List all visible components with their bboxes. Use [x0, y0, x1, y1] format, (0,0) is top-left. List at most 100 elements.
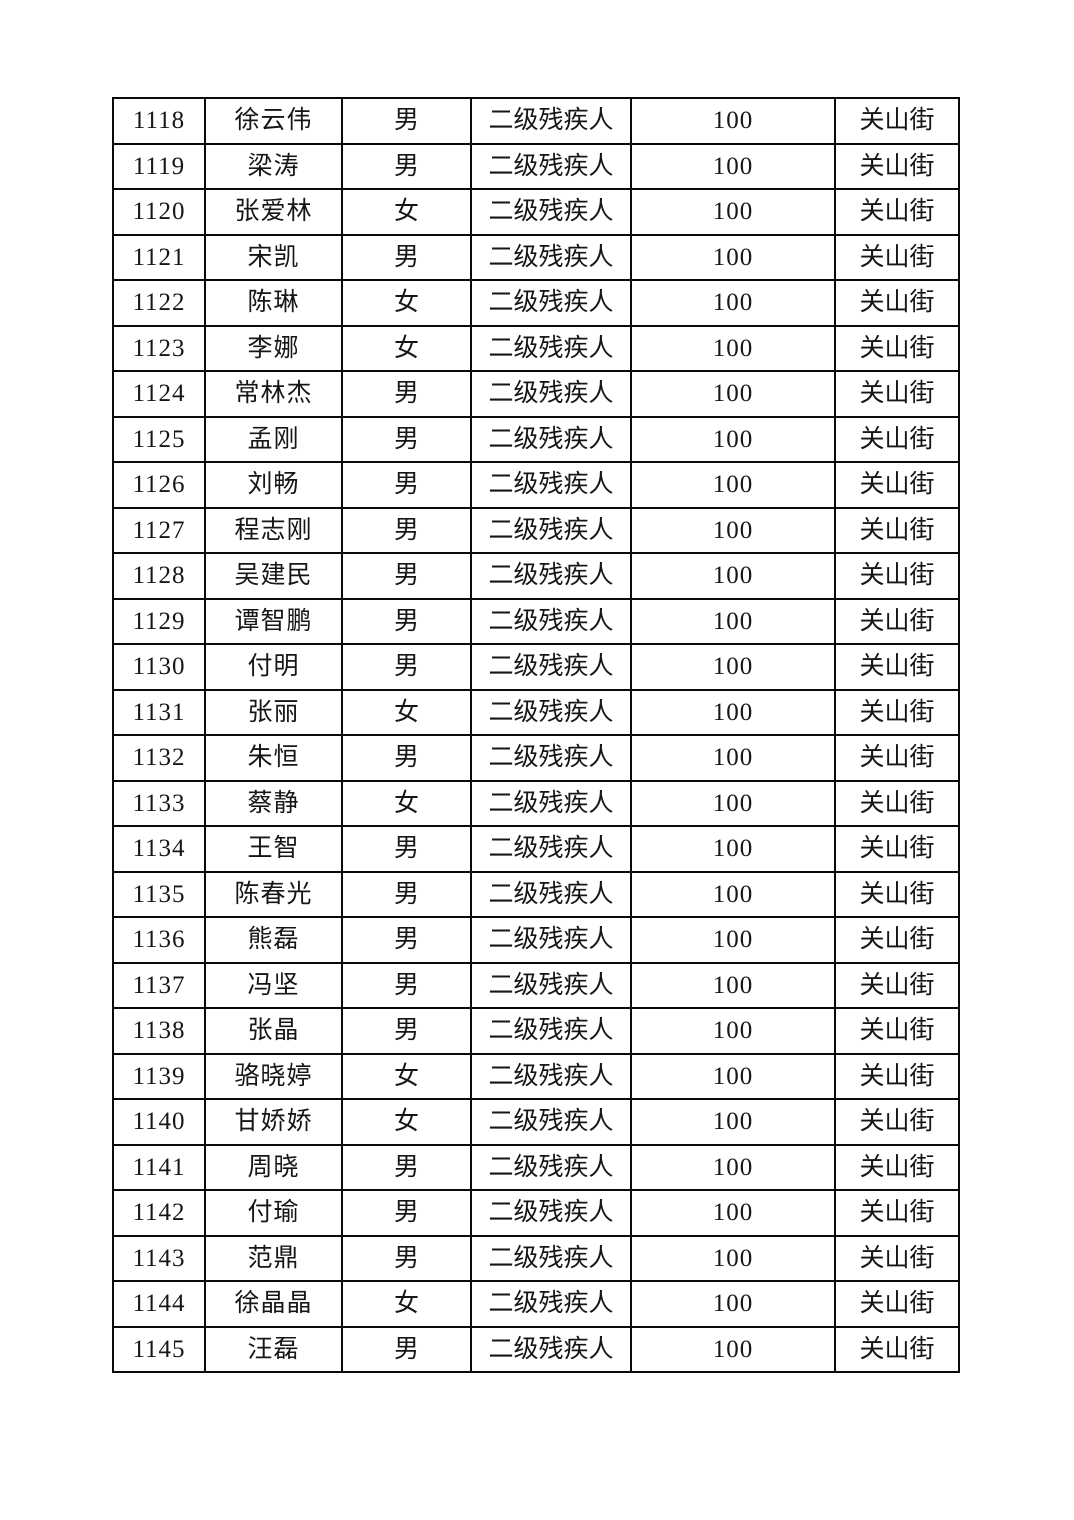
cell-gender: 男	[341, 461, 472, 509]
cell-category: 二级残疾人	[470, 597, 632, 645]
cell-amount: 100	[630, 779, 836, 827]
cell-amount: 100	[630, 461, 836, 509]
cell-street: 关山街	[834, 1007, 960, 1055]
cell-amount: 100	[630, 233, 836, 281]
table-row: 1127 程志刚 男 二级残疾人 100 关山街	[112, 506, 960, 554]
cell-serial-number: 1134	[112, 825, 206, 873]
cell-amount: 100	[630, 552, 836, 600]
cell-street: 关山街	[834, 1052, 960, 1100]
table-row: 1134 王智 男 二级残疾人 100 关山街	[112, 825, 960, 873]
cell-street: 关山街	[834, 1234, 960, 1282]
cell-name: 李娜	[204, 324, 343, 372]
cell-name: 张丽	[204, 688, 343, 736]
cell-name: 谭智鹏	[204, 597, 343, 645]
table-row: 1139 骆晓婷 女 二级残疾人 100 关山街	[112, 1052, 960, 1100]
cell-serial-number: 1131	[112, 688, 206, 736]
cell-name: 骆晓婷	[204, 1052, 343, 1100]
cell-serial-number: 1121	[112, 233, 206, 281]
cell-serial-number: 1125	[112, 415, 206, 463]
cell-amount: 100	[630, 1007, 836, 1055]
cell-serial-number: 1136	[112, 916, 206, 964]
cell-street: 关山街	[834, 688, 960, 736]
cell-gender: 男	[341, 916, 472, 964]
cell-street: 关山街	[834, 233, 960, 281]
cell-street: 关山街	[834, 552, 960, 600]
cell-amount: 100	[630, 1189, 836, 1237]
cell-gender: 男	[341, 1325, 472, 1373]
cell-name: 冯坚	[204, 961, 343, 1009]
cell-gender: 男	[341, 142, 472, 190]
cell-name: 徐晶晶	[204, 1280, 343, 1328]
cell-street: 关山街	[834, 916, 960, 964]
cell-serial-number: 1135	[112, 870, 206, 918]
table-row: 1140 甘娇娇 女 二级残疾人 100 关山街	[112, 1098, 960, 1146]
cell-street: 关山街	[834, 870, 960, 918]
cell-street: 关山街	[834, 188, 960, 236]
table-row: 1137 冯坚 男 二级残疾人 100 关山街	[112, 961, 960, 1009]
cell-category: 二级残疾人	[470, 233, 632, 281]
cell-serial-number: 1118	[112, 97, 206, 145]
cell-name: 甘娇娇	[204, 1098, 343, 1146]
cell-name: 程志刚	[204, 506, 343, 554]
cell-category: 二级残疾人	[470, 97, 632, 145]
cell-serial-number: 1133	[112, 779, 206, 827]
cell-category: 二级残疾人	[470, 779, 632, 827]
cell-category: 二级残疾人	[470, 1189, 632, 1237]
cell-amount: 100	[630, 734, 836, 782]
cell-street: 关山街	[834, 461, 960, 509]
cell-name: 范鼎	[204, 1234, 343, 1282]
table-row: 1141 周晓 男 二级残疾人 100 关山街	[112, 1143, 960, 1191]
table-row: 1126 刘畅 男 二级残疾人 100 关山街	[112, 461, 960, 509]
cell-name: 王智	[204, 825, 343, 873]
cell-name: 常林杰	[204, 370, 343, 418]
table-row: 1142 付瑜 男 二级残疾人 100 关山街	[112, 1189, 960, 1237]
cell-category: 二级残疾人	[470, 1098, 632, 1146]
cell-gender: 男	[341, 506, 472, 554]
cell-amount: 100	[630, 1325, 836, 1373]
cell-amount: 100	[630, 1052, 836, 1100]
cell-gender: 男	[341, 1189, 472, 1237]
cell-amount: 100	[630, 1280, 836, 1328]
roster-table-body: 1118 徐云伟 男 二级残疾人 100 关山街 1119 梁涛 男 二级残疾人…	[112, 97, 960, 1373]
cell-gender: 女	[341, 688, 472, 736]
cell-name: 蔡静	[204, 779, 343, 827]
cell-category: 二级残疾人	[470, 688, 632, 736]
cell-street: 关山街	[834, 370, 960, 418]
cell-gender: 男	[341, 370, 472, 418]
cell-amount: 100	[630, 324, 836, 372]
table-row: 1136 熊磊 男 二级残疾人 100 关山街	[112, 916, 960, 964]
cell-category: 二级残疾人	[470, 370, 632, 418]
cell-gender: 男	[341, 1007, 472, 1055]
cell-serial-number: 1128	[112, 552, 206, 600]
cell-street: 关山街	[834, 643, 960, 691]
cell-serial-number: 1137	[112, 961, 206, 1009]
cell-street: 关山街	[834, 506, 960, 554]
cell-street: 关山街	[834, 734, 960, 782]
cell-category: 二级残疾人	[470, 1052, 632, 1100]
cell-serial-number: 1123	[112, 324, 206, 372]
cell-gender: 女	[341, 1052, 472, 1100]
table-row: 1135 陈春光 男 二级残疾人 100 关山街	[112, 870, 960, 918]
table-row: 1145 汪磊 男 二级残疾人 100 关山街	[112, 1325, 960, 1373]
cell-gender: 女	[341, 279, 472, 327]
cell-serial-number: 1124	[112, 370, 206, 418]
table-row: 1118 徐云伟 男 二级残疾人 100 关山街	[112, 97, 960, 145]
cell-gender: 男	[341, 97, 472, 145]
cell-gender: 女	[341, 1280, 472, 1328]
cell-amount: 100	[630, 506, 836, 554]
cell-category: 二级残疾人	[470, 1143, 632, 1191]
cell-serial-number: 1120	[112, 188, 206, 236]
cell-gender: 男	[341, 643, 472, 691]
cell-gender: 男	[341, 961, 472, 1009]
cell-serial-number: 1119	[112, 142, 206, 190]
cell-name: 陈琳	[204, 279, 343, 327]
cell-name: 张晶	[204, 1007, 343, 1055]
cell-street: 关山街	[834, 779, 960, 827]
cell-amount: 100	[630, 1234, 836, 1282]
cell-category: 二级残疾人	[470, 552, 632, 600]
cell-street: 关山街	[834, 415, 960, 463]
cell-name: 张爱林	[204, 188, 343, 236]
cell-street: 关山街	[834, 1189, 960, 1237]
cell-gender: 男	[341, 552, 472, 600]
